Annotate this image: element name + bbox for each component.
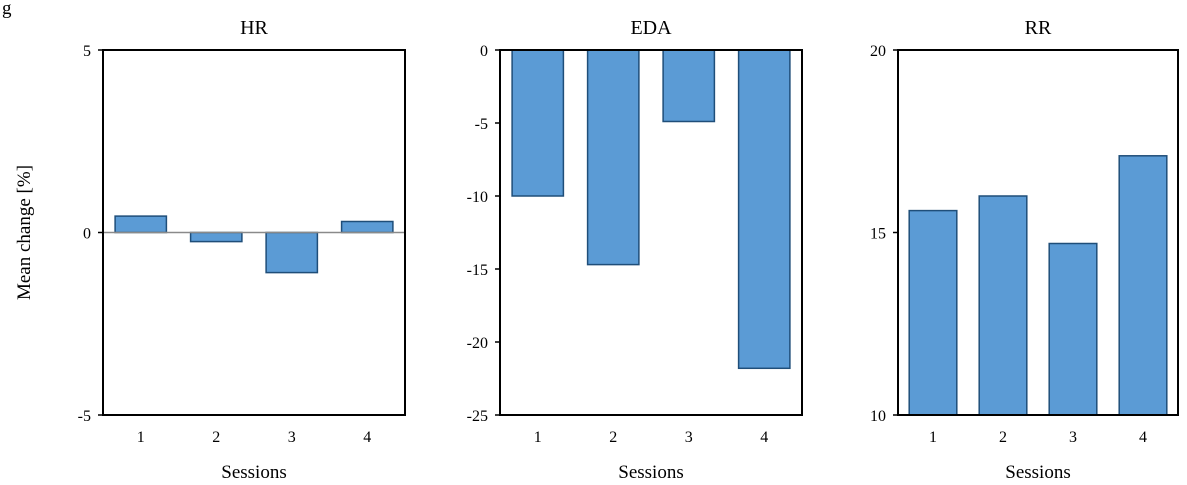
- x-tick-label: 1: [137, 429, 145, 446]
- y-tick-label: 0: [480, 43, 488, 60]
- y-tick-label: -5: [475, 116, 488, 133]
- chart-panel-hr: HR 1 2 3 4 -5 0 5 Sessions Mean change [%]: [14, 17, 406, 483]
- y-tick-label: -10: [467, 189, 488, 206]
- x-axis-label: Sessions: [618, 462, 683, 483]
- y-tick-label: -5: [78, 408, 91, 425]
- chart-title: HR: [240, 17, 268, 39]
- y-tick-label: 10: [870, 408, 886, 425]
- bar-session-4: [340, 220, 394, 234]
- bar-session-4: [1118, 155, 1168, 416]
- y-tick-label: 5: [83, 43, 91, 60]
- y-tick-label: 0: [83, 226, 91, 243]
- chart-panels: HR 1 2 3 4 -5 0 5 Sessions Mean change [%] EDA 1 2 3 4…: [14, 17, 1179, 483]
- chart-panel-rr: RR 1 2 3 4 10 15 20 Sessions: [870, 17, 1179, 483]
- x-tick-label: 1: [929, 429, 937, 446]
- x-tick-label: 3: [1069, 429, 1077, 446]
- bar-session-2: [586, 49, 640, 266]
- x-tick-label: 2: [609, 429, 617, 446]
- y-axis-label: Mean change [%]: [14, 165, 35, 300]
- figure-prefix: g: [2, 0, 12, 19]
- x-tick-label: 2: [212, 429, 220, 446]
- x-tick-label: 2: [999, 429, 1007, 446]
- chart-title: RR: [1025, 17, 1052, 39]
- bar-session-1: [114, 215, 168, 234]
- bar-session-4: [737, 49, 791, 370]
- y-tick-label: -25: [467, 408, 488, 425]
- x-tick-label: 3: [288, 429, 296, 446]
- y-tick-label: -15: [467, 262, 488, 279]
- y-tick-label: 20: [870, 43, 886, 60]
- y-tick-label: 15: [870, 226, 886, 243]
- plot-frame: [499, 49, 803, 416]
- bar-session-1: [511, 49, 565, 197]
- chart-title: EDA: [630, 17, 672, 39]
- x-tick-label: 4: [1139, 429, 1147, 446]
- bar-session-3: [265, 231, 319, 274]
- x-axis-label: Sessions: [221, 462, 286, 483]
- x-tick-label: 4: [363, 429, 371, 446]
- bar-session-2: [189, 231, 243, 243]
- bar-session-3: [1048, 242, 1098, 416]
- x-axis-label: Sessions: [1005, 462, 1070, 483]
- bar-session-1: [908, 209, 958, 416]
- x-tick-label: 3: [685, 429, 693, 446]
- bar-session-2: [978, 195, 1028, 416]
- x-tick-label: 1: [534, 429, 542, 446]
- bar-session-3: [662, 49, 716, 123]
- x-tick-label: 4: [760, 429, 768, 446]
- chart-panel-eda: EDA 1 2 3 4 -25 -20 -15 -10 -5 0 Sessions: [467, 17, 803, 483]
- y-tick-label: -20: [467, 335, 488, 352]
